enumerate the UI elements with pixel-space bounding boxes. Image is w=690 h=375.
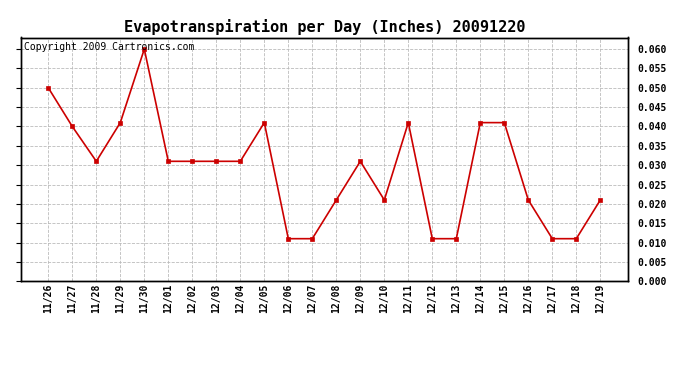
Title: Evapotranspiration per Day (Inches) 20091220: Evapotranspiration per Day (Inches) 2009… (124, 19, 525, 35)
Text: Copyright 2009 Cartronics.com: Copyright 2009 Cartronics.com (23, 42, 194, 52)
